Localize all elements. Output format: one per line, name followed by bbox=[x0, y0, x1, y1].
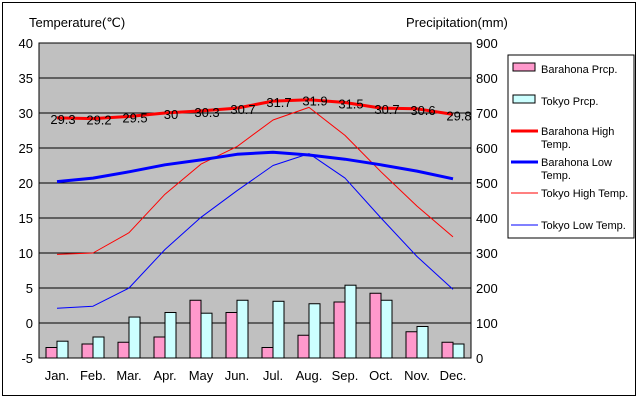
bar-barahona-prcp bbox=[297, 334, 310, 359]
temp-tick-label: 40 bbox=[19, 36, 33, 51]
month-tick-label: Jun. bbox=[225, 368, 250, 383]
bar-barahona-prcp bbox=[153, 336, 166, 359]
bar-tokyo-prcp bbox=[380, 299, 393, 359]
data-label: 30.3 bbox=[194, 105, 219, 120]
bar-tokyo-prcp bbox=[200, 312, 213, 359]
line-tokyo-low-temp bbox=[56, 153, 454, 309]
bar-barahona-prcp bbox=[369, 292, 382, 359]
legend-label: Tokyo Low Temp. bbox=[541, 220, 626, 232]
climate-chart: Temperature(℃) Precipitation(mm) -5 0 5 10 1… bbox=[19, 15, 635, 383]
plot-background bbox=[38, 42, 472, 359]
bar-barahona-prcp bbox=[441, 341, 454, 359]
bar-tokyo-prcp bbox=[416, 326, 429, 359]
bar-barahona-prcp bbox=[261, 347, 274, 359]
line-tokyo-high-temp bbox=[56, 106, 454, 255]
precip-tick-label: 500 bbox=[476, 176, 498, 191]
legend-label: Barahona Low bbox=[541, 157, 612, 169]
precip-tick-label: 900 bbox=[476, 36, 498, 51]
bar-tokyo-prcp bbox=[272, 300, 285, 359]
chart-frame: Temperature(℃) Precipitation(mm) -5 0 5 10 1… bbox=[2, 2, 636, 396]
data-label: 29.8 bbox=[446, 108, 471, 123]
bar-barahona-prcp bbox=[405, 331, 418, 359]
precip-tick-label: 300 bbox=[476, 246, 498, 261]
temp-tick-label: 15 bbox=[19, 211, 33, 226]
left-axis-title: Temperature(℃) bbox=[29, 15, 125, 30]
legend-label: Barahona Prcp. bbox=[541, 64, 617, 76]
temp-tick-label: 35 bbox=[19, 71, 33, 86]
data-label: 30.7 bbox=[230, 102, 255, 117]
line-barahona-high-temp bbox=[56, 98, 454, 121]
bar-tokyo-prcp bbox=[164, 312, 177, 359]
month-tick-label: Feb. bbox=[80, 368, 106, 383]
line-barahona-low-temp bbox=[56, 150, 454, 184]
bar-barahona-prcp bbox=[189, 299, 202, 359]
data-label: 30.7 bbox=[374, 102, 399, 117]
month-tick-label: Jul. bbox=[263, 368, 283, 383]
data-label: 31.5 bbox=[338, 97, 363, 112]
temp-tick-label: 20 bbox=[19, 176, 33, 191]
bar-tokyo-prcp bbox=[128, 316, 141, 359]
bar-barahona-prcp bbox=[225, 312, 238, 359]
legend-label: Tokyo Prcp. bbox=[541, 96, 598, 108]
month-tick-label: Dec. bbox=[440, 368, 467, 383]
temp-tick-label: 5 bbox=[26, 281, 33, 296]
data-label: 30 bbox=[164, 107, 178, 122]
data-label: 30.6 bbox=[410, 103, 435, 118]
bar-tokyo-prcp bbox=[452, 343, 465, 359]
precip-tick-label: 600 bbox=[476, 141, 498, 156]
legend-swatch bbox=[512, 94, 536, 104]
bar-barahona-prcp bbox=[45, 347, 58, 359]
legend-swatch bbox=[512, 62, 536, 72]
precip-tick-label: 100 bbox=[476, 316, 498, 331]
legend-box bbox=[507, 54, 635, 239]
month-tick-label: Apr. bbox=[153, 368, 176, 383]
right-axis-title: Precipitation(mm) bbox=[406, 15, 508, 30]
bar-tokyo-prcp bbox=[236, 299, 249, 359]
month-tick-label: Nov. bbox=[404, 368, 430, 383]
temp-tick-label: 10 bbox=[19, 246, 33, 261]
legend-label: Barahona High bbox=[541, 126, 614, 138]
temp-tick-label: -5 bbox=[21, 351, 33, 366]
month-tick-label: Mar. bbox=[116, 368, 141, 383]
month-tick-label: Oct. bbox=[369, 368, 393, 383]
bar-barahona-prcp bbox=[117, 341, 130, 359]
temp-tick-label: 30 bbox=[19, 106, 33, 121]
bar-tokyo-prcp bbox=[92, 336, 105, 359]
data-label: 31.7 bbox=[266, 95, 291, 110]
bar-tokyo-prcp bbox=[344, 284, 357, 359]
legend-label-cont: Temp. bbox=[541, 170, 571, 182]
month-tick-label: Sep. bbox=[332, 368, 359, 383]
month-tick-label: Jan. bbox=[45, 368, 70, 383]
precip-tick-label: 0 bbox=[476, 351, 483, 366]
legend-label: Tokyo High Temp. bbox=[541, 188, 628, 200]
data-label: 29.2 bbox=[86, 113, 111, 128]
bar-tokyo-prcp bbox=[308, 303, 321, 359]
bar-tokyo-prcp bbox=[56, 340, 69, 359]
precip-tick-label: 400 bbox=[476, 211, 498, 226]
month-tick-label: May bbox=[189, 368, 214, 383]
month-tick-label: Aug. bbox=[296, 368, 323, 383]
precip-tick-label: 800 bbox=[476, 71, 498, 86]
plot-area: -505101520253035400100200300400500600700… bbox=[19, 36, 498, 383]
legend-label-cont: Temp. bbox=[541, 139, 571, 151]
bar-barahona-prcp bbox=[81, 343, 94, 359]
legend: Barahona Prcp.Tokyo Prcp.Barahona HighTe… bbox=[507, 54, 635, 239]
data-label: 29.5 bbox=[122, 111, 147, 126]
temp-tick-label: 25 bbox=[19, 141, 33, 156]
data-label: 29.3 bbox=[50, 112, 75, 127]
bar-barahona-prcp bbox=[333, 301, 346, 359]
precip-tick-label: 700 bbox=[476, 106, 498, 121]
data-label: 31.9 bbox=[302, 94, 327, 109]
precip-tick-label: 200 bbox=[476, 281, 498, 296]
temp-tick-label: 0 bbox=[26, 316, 33, 331]
